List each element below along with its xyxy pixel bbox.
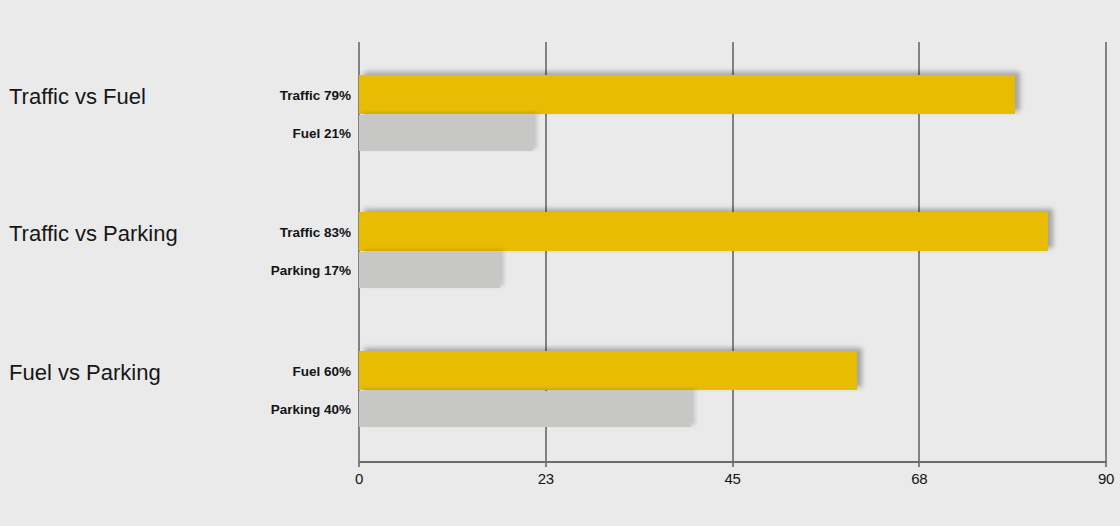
grouped-bar-chart: 023456890Traffic vs FuelTraffic 79%Fuel …: [0, 0, 1120, 526]
bar-parking: [359, 252, 500, 288]
bar-parking: [359, 391, 691, 427]
bar-label: Traffic 83%: [0, 224, 351, 239]
bar-fuel: [359, 115, 533, 151]
bar-traffic: [359, 75, 1015, 114]
bar-fuel: [359, 351, 857, 390]
x-axis-tick-label: 90: [1084, 470, 1120, 487]
x-axis-tick-label: 45: [711, 470, 755, 487]
x-axis-tick-label: 0: [337, 470, 381, 487]
bar-label: Traffic 79%: [0, 87, 351, 102]
bar-label: Fuel 60%: [0, 363, 351, 378]
gridline: [1105, 42, 1107, 467]
x-axis-tick-label: 23: [524, 470, 568, 487]
x-axis-line: [359, 461, 1107, 463]
bar-label: Parking 17%: [0, 263, 351, 278]
x-axis-tick-label: 68: [897, 470, 941, 487]
bar-label: Parking 40%: [0, 402, 351, 417]
bar-traffic: [359, 212, 1048, 251]
bar-label: Fuel 21%: [0, 126, 351, 141]
